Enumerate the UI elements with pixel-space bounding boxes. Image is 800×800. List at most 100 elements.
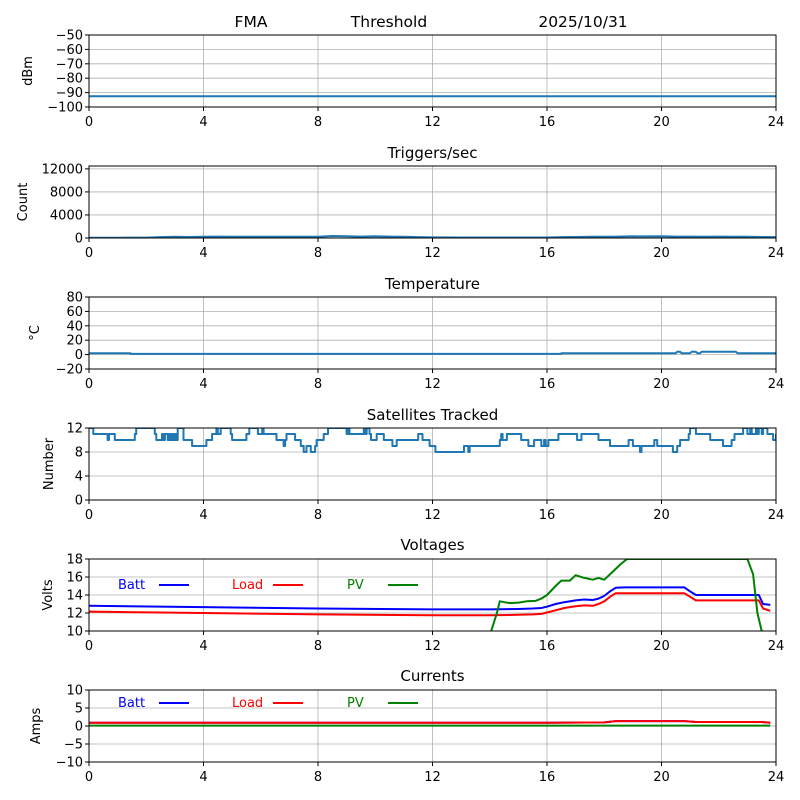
y-axis-label: Amps [29,707,44,744]
x-tick-label: 20 [653,508,670,523]
x-tick-label: 0 [85,639,93,654]
y-tick-label: 12 [66,422,83,437]
x-tick-label: 8 [314,770,322,785]
panel-title: Triggers/sec [387,144,478,162]
x-tick-label: 20 [653,639,670,654]
y-tick-label: −50 [56,29,83,44]
x-tick-label: 8 [314,246,322,261]
panel-voltages: 0 4 8 12 16 20 24 10 12 14 16 18 Volts Voltages Batt Lo… [41,536,784,654]
y-tick-label: −70 [56,57,83,72]
y-axis-label: dBm [21,56,36,86]
series-line-load [89,720,771,724]
y-tick-label: −100 [47,101,83,116]
panel-title: Temperature [384,275,480,293]
x-tick-label: 4 [199,115,207,130]
legend-label-load: Load [232,578,263,593]
y-tick-label: −10 [56,756,83,771]
x-tick-label: 0 [85,770,93,785]
y-tick-label: 4000 [50,208,83,223]
y-tick-label: 0 [75,494,83,509]
y-tick-label: 5 [75,702,83,717]
y-tick-label: 18 [66,553,83,568]
y-tick-label: 10 [66,625,83,640]
series-line-satellites [89,428,776,453]
series-line-pv [490,559,763,631]
y-axis-label: Volts [41,579,56,611]
x-tick-label: 20 [653,115,670,130]
x-tick-label: 12 [424,639,441,654]
y-tick-label: −90 [56,86,83,101]
x-tick-label: 24 [768,246,785,261]
y-tick-label: 12 [66,607,83,622]
x-tick-label: 8 [314,639,322,654]
x-tick-label: 16 [539,770,556,785]
series-line-temperature [89,350,776,355]
panel-satellites: 0 4 8 12 16 20 24 0 4 8 12 Number Satellites Tracked [42,406,784,523]
panel-threshold: 0 4 8 12 16 20 24 −100−90−80−70−60−50 dBm [21,29,784,131]
x-tick-label: 0 [85,115,93,130]
y-tick-label: 14 [66,589,83,604]
x-tick-label: 16 [539,115,556,130]
series-line-batt [89,586,771,611]
y-tick-label: 0 [75,232,83,247]
y-tick-label: 8 [75,446,83,461]
x-tick-label: 16 [539,246,556,261]
series-line-triggers [89,235,776,238]
y-tick-label: −60 [56,43,83,58]
y-tick-label: 40 [66,319,83,334]
x-tick-label: 0 [85,246,93,261]
series-group [89,350,776,355]
x-tick-label: 16 [539,639,556,654]
legend-label-batt: Batt [118,578,145,593]
x-tick-label: 12 [424,770,441,785]
x-tick-label: 4 [199,246,207,261]
header-mode: Threshold [350,13,427,31]
y-tick-label: 60 [66,305,83,320]
y-tick-label: −80 [56,72,83,87]
series-line-load [89,592,771,617]
y-tick-label: 12000 [42,162,83,177]
y-tick-label: 80 [66,291,83,306]
series-group [89,559,771,631]
panel-currents: 0 4 8 12 16 20 24 −10 −5 0 5 10 Amps Currents Batt Load… [29,667,784,785]
y-axis-label: Number [42,437,57,490]
x-tick-label: 12 [424,115,441,130]
x-tick-label: 4 [199,770,207,785]
x-tick-label: 20 [653,770,670,785]
x-tick-label: 16 [539,377,556,392]
panel-title: Voltages [400,536,464,554]
x-tick-label: 8 [314,377,322,392]
x-tick-label: 0 [85,508,93,523]
legend-label-batt: Batt [118,696,145,711]
y-tick-label: 0 [75,720,83,735]
y-tick-label: 8000 [50,185,83,200]
x-tick-label: 4 [199,508,207,523]
x-tick-label: 4 [199,377,207,392]
x-tick-label: 16 [539,508,556,523]
y-axis-label: °C [28,325,43,341]
x-tick-label: 8 [314,508,322,523]
legend-label-pv: PV [347,578,364,593]
x-tick-label: 24 [768,115,785,130]
x-tick-label: 12 [424,377,441,392]
series-group [89,428,776,453]
x-tick-label: 0 [85,377,93,392]
header-station: FMA [235,13,268,31]
legend-label-pv: PV [347,696,364,711]
x-tick-label: 20 [653,377,670,392]
series-group [89,235,776,238]
series-group [89,720,771,727]
y-tick-label: 16 [66,571,83,586]
x-tick-label: 24 [768,377,785,392]
y-tick-label: 0 [75,348,83,363]
panel-triggers: 0 4 8 12 16 20 24 0 4000 8000 12000 Count Triggers/s… [16,144,784,261]
panel-title: Currents [400,667,464,685]
y-axis-label: Count [16,183,31,222]
x-tick-label: 24 [768,508,785,523]
y-tick-label: 20 [66,334,83,349]
x-tick-label: 12 [424,508,441,523]
